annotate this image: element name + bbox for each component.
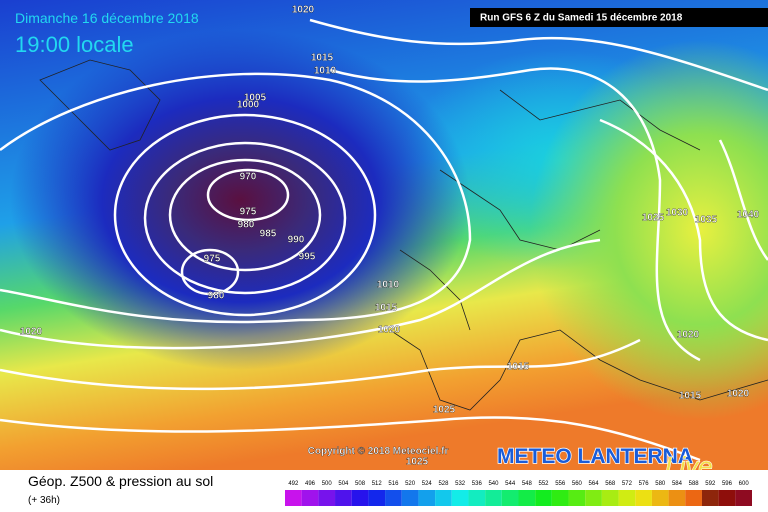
- colorbar-label: 584: [672, 481, 683, 487]
- colorbar-label: 512: [372, 481, 383, 487]
- isobar-label: 980: [208, 291, 225, 302]
- colorbar-swatch: [635, 490, 652, 506]
- colorbar-swatch: [668, 490, 686, 506]
- isobar-label: 1025: [433, 405, 456, 416]
- colorbar-swatch: [385, 490, 402, 506]
- colorbar-swatch: [685, 490, 702, 506]
- isobar-label: 1000: [237, 100, 260, 111]
- isobar-label: 1035: [695, 215, 718, 226]
- colorbar-label: 536: [472, 481, 483, 487]
- isobar-label: 1010: [314, 66, 337, 77]
- colorbar-swatch: [418, 490, 436, 506]
- isobar-label: 1015: [507, 362, 530, 373]
- isobar-label: 1005: [244, 93, 267, 104]
- run-label: Run GFS 6 Z du Samedi 15 décembre 2018: [480, 13, 683, 24]
- colorbar-label: 564: [589, 481, 600, 487]
- colorbar-swatch: [701, 490, 719, 506]
- colorbar-swatch: [318, 490, 336, 506]
- isobar-label: 975: [204, 254, 221, 265]
- date-label: Dimanche 16 décembre 2018: [15, 10, 199, 26]
- colorbar-label: 580: [655, 481, 666, 487]
- colorbar-swatch: [651, 490, 669, 506]
- colorbar-label: 600: [739, 481, 750, 487]
- legend-title: Géop. Z500 & pression au sol: [28, 473, 213, 489]
- colorbar-swatch: [518, 490, 536, 506]
- isobar-label: 1010: [377, 280, 400, 291]
- colorbar-label: 552: [539, 481, 550, 487]
- colorbar-label: 516: [388, 481, 399, 487]
- colorbar-label: 500: [322, 481, 333, 487]
- colorbar-label: 556: [555, 481, 566, 487]
- colorbar-swatch: [551, 490, 569, 506]
- isobar-label: 1020: [677, 330, 700, 341]
- colorbar-label: 508: [355, 481, 366, 487]
- legend-lead: (+ 36h): [28, 495, 60, 506]
- isobar-label: 985: [260, 229, 277, 240]
- colorbar-label: 572: [622, 481, 633, 487]
- isobar-label: 1015: [679, 391, 702, 402]
- isobar-label: 1030: [666, 208, 689, 219]
- colorbar-swatch: [501, 490, 519, 506]
- colorbar-label: 576: [639, 481, 650, 487]
- low-pressure: [10, 30, 470, 370]
- colorbar-label: 540: [488, 481, 499, 487]
- colorbar-swatch: [435, 490, 452, 506]
- colorbar-label: 532: [455, 481, 466, 487]
- time-label: 19:00 locale: [15, 32, 134, 57]
- isobar-label: 1020: [727, 389, 750, 400]
- isobar-label: 975: [240, 207, 257, 218]
- colorbar-swatch: [618, 490, 636, 506]
- colorbar-swatch: [285, 490, 302, 506]
- colorbar-swatch: [485, 490, 502, 506]
- colorbar-swatch: [535, 490, 552, 506]
- colorbar-swatch: [468, 490, 486, 506]
- logo-title: METEO LANTERNA: [497, 445, 693, 468]
- isobar-label: 1015: [375, 303, 398, 314]
- colorbar-swatch: [351, 490, 369, 506]
- colorbar-label: 588: [689, 481, 700, 487]
- run-banner: [470, 8, 768, 27]
- colorbar-swatch: [301, 490, 319, 506]
- colorbar-swatch: [451, 490, 469, 506]
- colorbar-label: 520: [405, 481, 416, 487]
- colorbar-label: 596: [722, 481, 733, 487]
- colorbar-swatch: [585, 490, 602, 506]
- isobar-label: 1020: [20, 327, 43, 338]
- colorbar-label: 560: [572, 481, 583, 487]
- colorbar-label: 492: [288, 481, 299, 487]
- colorbar-label: 504: [338, 481, 349, 487]
- colorbar-swatch: [401, 490, 419, 506]
- colorbar-label: 544: [505, 481, 516, 487]
- colorbar-label: 568: [605, 481, 616, 487]
- colorbar-swatch: [335, 490, 352, 506]
- colorbar-swatch: [601, 490, 619, 506]
- isobar-label: 1025: [642, 213, 665, 224]
- isobar-label: 990: [288, 235, 305, 246]
- field: [530, 40, 768, 420]
- colorbar-label: 496: [305, 481, 316, 487]
- colorbar-swatch: [735, 490, 752, 506]
- colorbar-swatch: [568, 490, 586, 506]
- isobars: [0, 18, 768, 462]
- isobar-label: 980: [238, 220, 255, 231]
- colorbar-label: 524: [422, 481, 433, 487]
- colorbar-label: 548: [522, 481, 533, 487]
- isobar-label: 970: [240, 172, 257, 183]
- isobar-label: 995: [299, 252, 316, 263]
- isobar-label: 1040: [737, 210, 760, 221]
- isobar-label: 1015: [311, 53, 334, 64]
- isobar-label: 1020: [378, 325, 401, 336]
- colorbar-swatch: [718, 490, 736, 506]
- copyright: Copyright © 2018 Meteociel.fr: [308, 446, 449, 457]
- colorbar-label: 592: [705, 481, 716, 487]
- isobar-label: 1025: [406, 457, 429, 468]
- colorbar-label: 528: [438, 481, 449, 487]
- colorbar-swatch: [368, 490, 386, 506]
- isobar-label: 1020: [292, 5, 315, 16]
